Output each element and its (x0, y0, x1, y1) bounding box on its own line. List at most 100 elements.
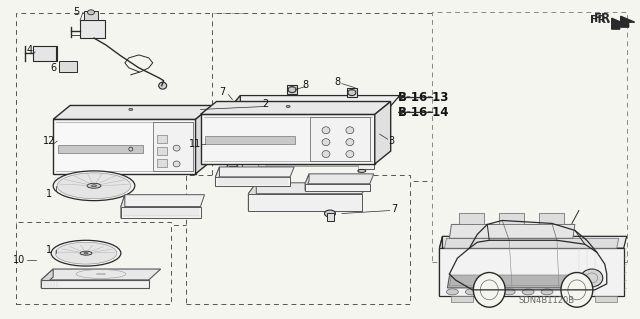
Bar (327, 212, 334, 221)
Text: 4: 4 (26, 45, 33, 55)
Ellipse shape (322, 127, 330, 134)
Polygon shape (539, 212, 564, 225)
Ellipse shape (288, 87, 296, 93)
Ellipse shape (346, 151, 354, 158)
Ellipse shape (129, 108, 133, 110)
Polygon shape (305, 174, 374, 184)
Text: 11: 11 (189, 139, 202, 149)
Ellipse shape (561, 272, 593, 307)
Polygon shape (200, 101, 390, 115)
Ellipse shape (241, 142, 252, 146)
Ellipse shape (447, 289, 458, 295)
Bar (59, 61, 77, 72)
Ellipse shape (53, 171, 135, 201)
Text: 10: 10 (13, 255, 26, 265)
Bar (17, 13, 243, 226)
Polygon shape (53, 119, 196, 174)
Ellipse shape (51, 240, 121, 266)
Polygon shape (375, 101, 390, 164)
Bar (212, 13, 440, 181)
Polygon shape (444, 238, 619, 248)
Polygon shape (440, 236, 627, 248)
Ellipse shape (322, 151, 330, 158)
Ellipse shape (159, 82, 166, 89)
Polygon shape (595, 296, 617, 302)
Bar (80, 20, 105, 38)
Ellipse shape (371, 115, 381, 118)
Polygon shape (460, 212, 484, 225)
Ellipse shape (581, 269, 603, 287)
Text: FR.: FR. (589, 15, 610, 25)
Polygon shape (621, 16, 635, 27)
Ellipse shape (173, 145, 180, 151)
Bar (84, 11, 98, 20)
Text: 8: 8 (335, 77, 341, 87)
Ellipse shape (173, 161, 180, 167)
Ellipse shape (248, 167, 256, 170)
Bar (186, 175, 410, 304)
Text: 12: 12 (43, 136, 56, 146)
Bar (157, 135, 166, 143)
Polygon shape (200, 115, 375, 164)
Ellipse shape (129, 147, 133, 151)
Text: 8: 8 (302, 80, 308, 90)
Bar (157, 159, 166, 167)
Bar (157, 147, 166, 155)
Polygon shape (41, 269, 161, 280)
Text: 3: 3 (388, 136, 395, 146)
Text: 7: 7 (220, 86, 225, 97)
Polygon shape (216, 167, 220, 186)
Polygon shape (440, 236, 442, 296)
Ellipse shape (324, 210, 335, 217)
Polygon shape (449, 275, 571, 286)
Bar (58, 145, 143, 153)
Text: B-16-14: B-16-14 (397, 106, 449, 119)
Polygon shape (41, 269, 53, 288)
Bar (347, 88, 357, 97)
Ellipse shape (503, 289, 515, 295)
Ellipse shape (358, 169, 366, 172)
Polygon shape (228, 96, 241, 149)
Ellipse shape (88, 10, 95, 15)
Ellipse shape (87, 183, 101, 188)
Ellipse shape (241, 110, 250, 115)
Bar (431, 12, 627, 262)
Ellipse shape (84, 252, 88, 254)
Bar (287, 85, 297, 93)
Polygon shape (41, 280, 148, 288)
Text: 5: 5 (73, 7, 79, 17)
Polygon shape (228, 109, 388, 149)
Polygon shape (216, 177, 290, 186)
Polygon shape (259, 155, 366, 166)
Polygon shape (451, 296, 474, 302)
Polygon shape (449, 225, 575, 238)
Polygon shape (216, 167, 294, 177)
Text: SDN4B1120B: SDN4B1120B (519, 296, 575, 305)
Polygon shape (243, 134, 252, 169)
Bar (17, 222, 171, 304)
Bar (33, 46, 57, 61)
Polygon shape (447, 276, 573, 288)
Ellipse shape (92, 185, 97, 187)
Ellipse shape (227, 163, 238, 170)
Polygon shape (248, 194, 362, 211)
Polygon shape (121, 207, 200, 219)
Ellipse shape (57, 173, 131, 199)
Polygon shape (121, 195, 125, 219)
Text: B-16-13: B-16-13 (397, 91, 449, 104)
Text: 1: 1 (46, 245, 52, 255)
Text: 1: 1 (46, 189, 52, 199)
Polygon shape (243, 134, 384, 146)
Polygon shape (305, 174, 309, 191)
Polygon shape (53, 106, 212, 119)
Polygon shape (248, 183, 256, 211)
Text: 2: 2 (262, 100, 268, 109)
Ellipse shape (286, 106, 290, 108)
Ellipse shape (55, 242, 117, 264)
Polygon shape (196, 106, 212, 174)
Polygon shape (228, 96, 399, 109)
Polygon shape (259, 155, 266, 186)
Polygon shape (248, 183, 370, 194)
Ellipse shape (474, 272, 505, 307)
Ellipse shape (522, 289, 534, 295)
